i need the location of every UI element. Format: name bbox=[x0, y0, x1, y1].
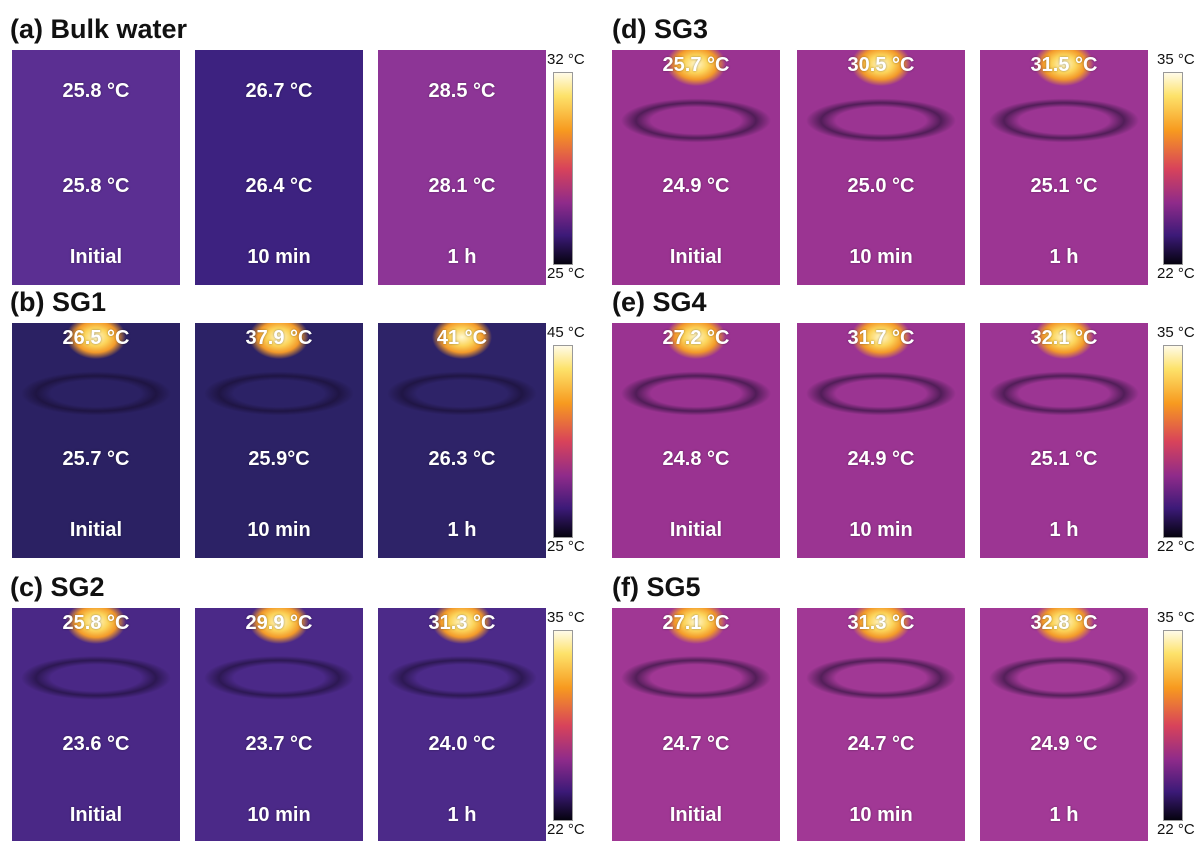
colorbar-max: 35 °C bbox=[1157, 51, 1195, 68]
bottom-temperature: 26.3 °C bbox=[378, 448, 546, 471]
time-label: 1 h bbox=[980, 804, 1148, 827]
top-temperature: 29.9 °C bbox=[195, 612, 363, 635]
bottom-temperature: 24.0 °C bbox=[378, 733, 546, 756]
top-temperature: 26.7 °C bbox=[195, 80, 363, 103]
thermal-image: 25.7 °C 24.9 °C Initial bbox=[612, 50, 780, 285]
thermal-image: 31.3 °C 24.7 °C 10 min bbox=[797, 608, 965, 841]
thermal-image: 29.9 °C 23.7 °C 10 min bbox=[195, 608, 363, 841]
top-temperature: 31.3 °C bbox=[797, 612, 965, 635]
time-label: 10 min bbox=[797, 246, 965, 269]
thermal-image: 32.8 °C 24.9 °C 1 h bbox=[980, 608, 1148, 841]
panel-title: (f) SG5 bbox=[612, 572, 701, 603]
colorbar bbox=[553, 630, 573, 821]
time-label: Initial bbox=[612, 804, 780, 827]
thermal-image: 31.3 °C 24.0 °C 1 h bbox=[378, 608, 546, 841]
top-temperature: 26.5 °C bbox=[12, 327, 180, 350]
time-label: 10 min bbox=[797, 804, 965, 827]
time-label: 1 h bbox=[378, 246, 546, 269]
time-label: 10 min bbox=[195, 246, 363, 269]
bottom-temperature: 24.9 °C bbox=[797, 448, 965, 471]
thermal-image: 27.1 °C 24.7 °C Initial bbox=[612, 608, 780, 841]
colorbar-max: 35 °C bbox=[1157, 609, 1195, 626]
thermal-image: 41 °C 26.3 °C 1 h bbox=[378, 323, 546, 558]
thermal-image: 25.8 °C 23.6 °C Initial bbox=[12, 608, 180, 841]
panel-title: (e) SG4 bbox=[612, 287, 707, 318]
time-label: 10 min bbox=[195, 804, 363, 827]
top-temperature: 32.1 °C bbox=[980, 327, 1148, 350]
colorbar bbox=[1163, 345, 1183, 538]
thermal-image: 37.9 °C 25.9°C 10 min bbox=[195, 323, 363, 558]
bottom-temperature: 25.1 °C bbox=[980, 448, 1148, 471]
colorbar-min: 25 °C bbox=[547, 265, 585, 282]
time-label: Initial bbox=[612, 246, 780, 269]
colorbar-min: 22 °C bbox=[1157, 538, 1195, 555]
time-label: Initial bbox=[12, 519, 180, 542]
colorbar-max: 35 °C bbox=[1157, 324, 1195, 341]
top-temperature: 31.3 °C bbox=[378, 612, 546, 635]
colorbar bbox=[1163, 72, 1183, 265]
time-label: 1 h bbox=[980, 246, 1148, 269]
bottom-temperature: 23.7 °C bbox=[195, 733, 363, 756]
bottom-temperature: 28.1 °C bbox=[378, 175, 546, 198]
panel-title: (b) SG1 bbox=[10, 287, 106, 318]
colorbar bbox=[553, 72, 573, 265]
time-label: 1 h bbox=[980, 519, 1148, 542]
time-label: 1 h bbox=[378, 519, 546, 542]
bottom-temperature: 24.9 °C bbox=[612, 175, 780, 198]
thermal-image: 26.7 °C 26.4 °C 10 min bbox=[195, 50, 363, 285]
time-label: 10 min bbox=[797, 519, 965, 542]
colorbar-max: 35 °C bbox=[547, 609, 585, 626]
top-temperature: 25.8 °C bbox=[12, 80, 180, 103]
thermal-image: 26.5 °C 25.7 °C Initial bbox=[12, 323, 180, 558]
bottom-temperature: 24.7 °C bbox=[612, 733, 780, 756]
colorbar-max: 32 °C bbox=[547, 51, 585, 68]
bottom-temperature: 25.1 °C bbox=[980, 175, 1148, 198]
top-temperature: 37.9 °C bbox=[195, 327, 363, 350]
time-label: 10 min bbox=[195, 519, 363, 542]
thermal-image: 31.7 °C 24.9 °C 10 min bbox=[797, 323, 965, 558]
top-temperature: 27.1 °C bbox=[612, 612, 780, 635]
time-label: Initial bbox=[12, 804, 180, 827]
top-temperature: 32.8 °C bbox=[980, 612, 1148, 635]
time-label: 1 h bbox=[378, 804, 546, 827]
colorbar-min: 22 °C bbox=[1157, 265, 1195, 282]
top-temperature: 25.8 °C bbox=[12, 612, 180, 635]
colorbar bbox=[1163, 630, 1183, 821]
colorbar-min: 22 °C bbox=[1157, 821, 1195, 838]
page: {"panels": [ {"label": "(a) Bulk water",… bbox=[0, 0, 1198, 841]
bottom-temperature: 24.8 °C bbox=[612, 448, 780, 471]
bottom-temperature: 25.7 °C bbox=[12, 448, 180, 471]
top-temperature: 25.7 °C bbox=[612, 54, 780, 77]
top-temperature: 30.5 °C bbox=[797, 54, 965, 77]
colorbar-min: 25 °C bbox=[547, 538, 585, 555]
thermal-image: 25.8 °C 25.8 °C Initial bbox=[12, 50, 180, 285]
colorbar-min: 22 °C bbox=[547, 821, 585, 838]
top-temperature: 31.5 °C bbox=[980, 54, 1148, 77]
top-temperature: 31.7 °C bbox=[797, 327, 965, 350]
top-temperature: 28.5 °C bbox=[378, 80, 546, 103]
bottom-temperature: 24.7 °C bbox=[797, 733, 965, 756]
bottom-temperature: 24.9 °C bbox=[980, 733, 1148, 756]
bottom-temperature: 26.4 °C bbox=[195, 175, 363, 198]
top-temperature: 41 °C bbox=[378, 327, 546, 350]
thermal-image: 32.1 °C 25.1 °C 1 h bbox=[980, 323, 1148, 558]
bottom-temperature: 25.9°C bbox=[195, 448, 363, 471]
thermal-image: 27.2 °C 24.8 °C Initial bbox=[612, 323, 780, 558]
panel-title: (a) Bulk water bbox=[10, 14, 187, 45]
top-temperature: 27.2 °C bbox=[612, 327, 780, 350]
bottom-temperature: 25.8 °C bbox=[12, 175, 180, 198]
time-label: Initial bbox=[12, 246, 180, 269]
thermal-image: 31.5 °C 25.1 °C 1 h bbox=[980, 50, 1148, 285]
bottom-temperature: 25.0 °C bbox=[797, 175, 965, 198]
bottom-temperature: 23.6 °C bbox=[12, 733, 180, 756]
thermal-image: 30.5 °C 25.0 °C 10 min bbox=[797, 50, 965, 285]
colorbar bbox=[553, 345, 573, 538]
panel-title: (c) SG2 bbox=[10, 572, 105, 603]
time-label: Initial bbox=[612, 519, 780, 542]
colorbar-max: 45 °C bbox=[547, 324, 585, 341]
panel-title: (d) SG3 bbox=[612, 14, 708, 45]
thermal-image: 28.5 °C 28.1 °C 1 h bbox=[378, 50, 546, 285]
